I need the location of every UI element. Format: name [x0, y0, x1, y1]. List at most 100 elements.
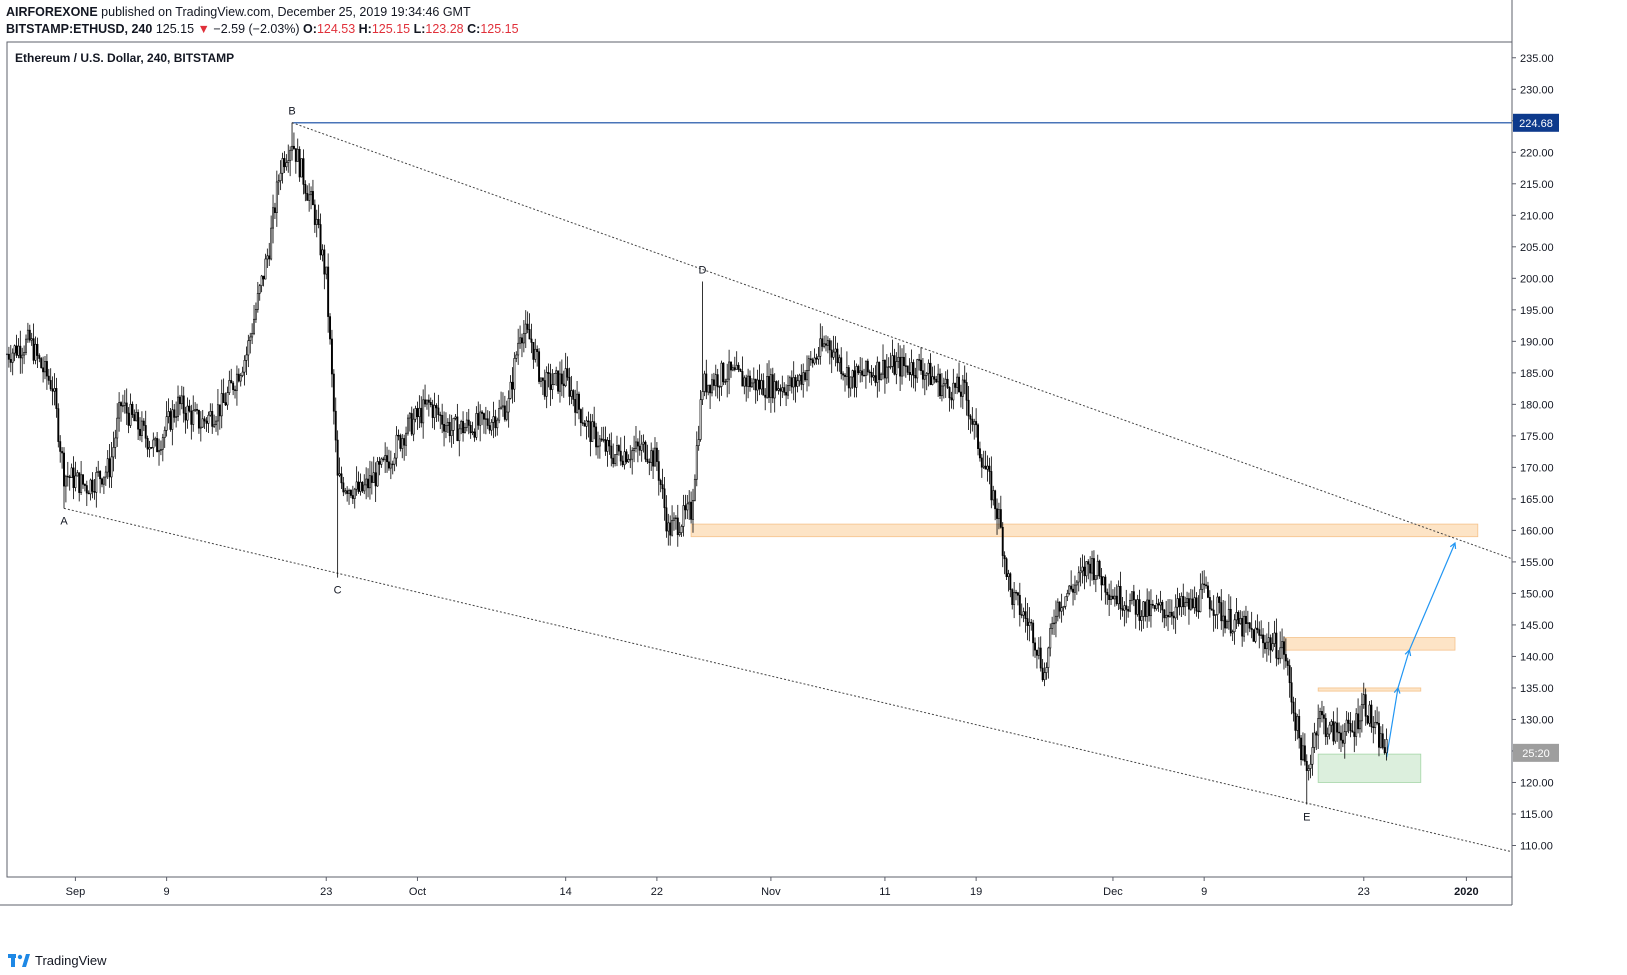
candle-body	[1064, 596, 1067, 607]
candle-body	[997, 509, 1000, 519]
candle-body	[482, 413, 485, 420]
candle-body	[1191, 598, 1194, 608]
candle-body	[441, 414, 444, 425]
candle	[55, 377, 58, 418]
candle	[45, 354, 48, 390]
candle	[889, 352, 892, 370]
candle-body	[1170, 611, 1173, 617]
candle-body	[560, 373, 563, 385]
candle-body	[769, 374, 772, 398]
candle-body	[629, 458, 632, 461]
candle-body	[1117, 585, 1120, 605]
candle-body	[1319, 711, 1322, 719]
candle-body	[1262, 634, 1265, 644]
candle-body	[351, 495, 354, 499]
resistance-zone-142[interactable]	[1283, 637, 1456, 651]
candle-body	[752, 378, 755, 384]
candle-body	[142, 420, 145, 426]
candle	[1130, 591, 1133, 605]
trendline-lower[interactable]	[63, 507, 1513, 853]
candle-body	[329, 316, 332, 340]
candle	[644, 440, 647, 463]
candle	[825, 335, 827, 352]
candle	[1094, 575, 1097, 593]
candle	[720, 360, 723, 396]
candle	[21, 347, 24, 374]
candle-body	[946, 378, 949, 388]
candle	[222, 378, 225, 403]
candle-body	[1258, 629, 1261, 636]
resistance-zone-160[interactable]	[690, 523, 1479, 538]
candle-body	[1193, 597, 1196, 608]
candle	[849, 376, 852, 397]
candle-body	[678, 532, 681, 536]
candle	[756, 369, 759, 402]
candle-body	[899, 356, 902, 377]
tradingview-logo[interactable]: TradingView	[8, 952, 107, 968]
candle	[866, 358, 869, 376]
candle-body	[669, 522, 672, 536]
candle-body	[194, 409, 197, 411]
candle	[1214, 614, 1217, 629]
candle	[42, 356, 45, 383]
candle-body	[1368, 704, 1371, 724]
candle	[1362, 682, 1365, 709]
price-tick-label: 220.00	[1520, 147, 1554, 159]
author-name[interactable]: AIRFOREXONE	[6, 5, 98, 19]
candle	[448, 414, 451, 443]
candle-body	[999, 509, 1002, 528]
candle	[593, 406, 596, 440]
price-tick-label: 130.00	[1520, 714, 1554, 726]
candle-body	[469, 425, 472, 434]
candle-body	[439, 414, 442, 416]
tradingview-icon	[8, 954, 30, 967]
candle-body	[747, 375, 750, 387]
candle-body	[661, 484, 664, 490]
candle-body	[1322, 714, 1325, 719]
candle	[1136, 594, 1139, 617]
candle-body	[712, 379, 715, 386]
candle	[1104, 574, 1107, 605]
candle-body	[608, 439, 611, 447]
support-zone-122[interactable]	[1317, 753, 1422, 783]
projection-segment[interactable]	[1385, 687, 1399, 758]
candle	[28, 324, 31, 343]
candle-body	[1239, 618, 1242, 624]
candle	[437, 394, 440, 422]
candle-body	[965, 382, 968, 401]
candle-body	[1357, 713, 1360, 730]
candle	[34, 336, 37, 365]
candle-body	[346, 490, 349, 494]
candle-body	[156, 438, 159, 453]
candle	[110, 442, 113, 489]
candle-body	[750, 382, 753, 388]
candle-body	[401, 438, 404, 449]
candle-body	[652, 450, 655, 467]
candle	[306, 185, 309, 201]
candle	[682, 494, 685, 537]
trendline-upper[interactable]	[291, 122, 1513, 560]
candle-body	[213, 424, 216, 427]
candle	[1256, 614, 1259, 634]
candle	[230, 368, 233, 384]
candle	[232, 380, 235, 396]
candle	[321, 244, 324, 262]
candle	[517, 328, 520, 365]
candle-body	[49, 380, 52, 390]
resistance-zone-135[interactable]	[1317, 687, 1422, 692]
projection-segment[interactable]	[1408, 542, 1456, 651]
candle	[1070, 570, 1073, 592]
candle	[275, 170, 278, 227]
candle-body	[268, 255, 271, 260]
projection-segment[interactable]	[1397, 649, 1410, 689]
candle	[427, 394, 430, 417]
candle-body	[1338, 731, 1341, 734]
candle-body	[251, 333, 254, 338]
candle-body	[150, 447, 153, 449]
candle-body	[59, 441, 62, 452]
candle-body	[768, 376, 770, 398]
candle	[969, 414, 972, 434]
candle-body	[735, 364, 738, 370]
candle	[935, 375, 938, 384]
